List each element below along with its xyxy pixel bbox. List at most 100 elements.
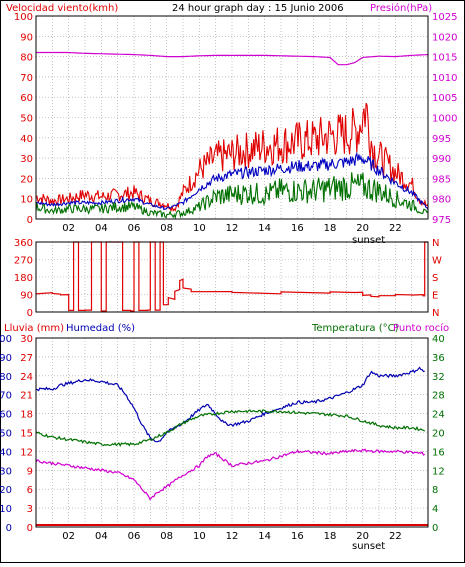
x-tick-label: 18 [324, 223, 337, 234]
y-tick-label-right: 40 [432, 334, 445, 345]
x-tick-label: 08 [160, 223, 173, 234]
y-tick-label-left: 60 [20, 93, 33, 104]
y-tick-label-left: 20 [20, 174, 33, 185]
y-tick-label-right: 1005 [432, 93, 457, 104]
sunset-label-bottom: sunset [352, 541, 385, 552]
y-tick-label-left: 24 [20, 372, 33, 383]
y-tick-label-left: 0 [27, 308, 33, 319]
x-tick-label: 08 [160, 531, 173, 542]
y-tick-label-left: 270 [14, 256, 33, 267]
pressure-line [36, 51, 428, 66]
x-tick-label: 16 [291, 223, 304, 234]
y-tick-label-right: 995 [432, 134, 451, 145]
x-tick-label: 02 [62, 531, 75, 542]
temperature-title: Temperatura (°C) [311, 323, 399, 334]
y-tick-label-left2: 50 [0, 429, 12, 440]
y-tick-label-left: 0 [27, 523, 33, 534]
sunset-label-top: sunset [352, 235, 385, 246]
pressure-title: Presión(hPa) [370, 2, 432, 14]
y-tick-label-left2: 70 [0, 391, 12, 402]
y-tick-label-left: 0 [27, 215, 33, 226]
y-tick-label-right: 985 [432, 174, 451, 185]
x-tick-label: 22 [389, 223, 402, 234]
y-tick-label-left2: 0 [6, 523, 12, 534]
y-tick-label-right: 1015 [432, 53, 457, 64]
y-tick-label-right: 990 [432, 154, 451, 165]
y-tick-label-right: 12 [432, 466, 445, 477]
y-tick-label-left2: 30 [0, 466, 12, 477]
y-tick-label-right: 1000 [432, 114, 457, 125]
y-tick-label-left: 12 [20, 447, 33, 458]
y-tick-label-left: 50 [20, 114, 33, 125]
x-tick-label: 12 [226, 531, 239, 542]
y-tick-label-left: 90 [20, 291, 33, 302]
y-tick-label-right: 32 [432, 372, 445, 383]
y-tick-label-left2: 60 [0, 410, 12, 421]
x-tick-label: 16 [291, 531, 304, 542]
y-tick-label-left2: 10 [0, 504, 12, 515]
panel-direction-frame [35, 241, 429, 313]
y-tick-label-right: 20 [432, 429, 445, 440]
y-tick-label-left2: 40 [0, 447, 12, 458]
y-tick-label-left: 90 [20, 32, 33, 43]
humidity-line [35, 366, 425, 443]
y-tick-label-left: 180 [14, 273, 33, 284]
y-tick-label-left: 30 [20, 154, 33, 165]
y-tick-label-right: 1020 [432, 32, 457, 43]
y-tick-label-left: 100 [14, 12, 33, 23]
y-tick-label-left2: 90 [0, 353, 12, 364]
rain-title: Lluvia (mm) [4, 323, 64, 334]
y-tick-label-left: 80 [20, 53, 33, 64]
y-tick-label-left: 360 [14, 238, 33, 249]
y-tick-label-left: 40 [20, 134, 33, 145]
dewpoint-line [35, 448, 425, 501]
y-tick-label-right: E [432, 291, 438, 302]
y-tick-label-right: 980 [432, 195, 451, 206]
x-tick-label: 22 [389, 531, 402, 542]
x-tick-label: 02 [62, 223, 75, 234]
y-tick-label-left: 18 [20, 410, 33, 421]
y-tick-label-left2: 80 [0, 372, 12, 383]
y-tick-label-right: 16 [432, 447, 445, 458]
wind-min-line [35, 172, 429, 220]
y-tick-label-right: N [432, 238, 439, 249]
y-tick-label-left: 6 [27, 485, 33, 496]
temperature-line [35, 409, 426, 448]
y-tick-label-right: N [432, 308, 439, 319]
y-tick-label-left: 15 [20, 429, 33, 440]
y-tick-label-right: 36 [432, 353, 445, 364]
y-tick-label-left: 10 [20, 195, 33, 206]
x-tick-label: 06 [128, 223, 141, 234]
wind-speed-title: Velocidad viento(kmh) [6, 3, 118, 14]
y-tick-label-right: 1010 [432, 73, 457, 84]
y-tick-label-left2: 20 [0, 485, 12, 496]
panel-humidity-frame [35, 337, 429, 528]
y-tick-label-right: S [432, 273, 438, 284]
x-tick-label: 06 [128, 531, 141, 542]
x-tick-label: 04 [95, 531, 108, 542]
x-tick-label: 20 [356, 531, 369, 542]
y-tick-label-left: 70 [20, 73, 33, 84]
y-tick-label-left2: 100 [0, 334, 12, 345]
wind-speed-line [35, 102, 429, 212]
y-tick-label-right: 4 [432, 504, 438, 515]
y-tick-label-right: 1025 [432, 12, 457, 23]
x-tick-label: 20 [356, 223, 369, 234]
chart-title: 24 hour graph day : 15 Junio 2006 [172, 3, 344, 14]
wind-direction-line [35, 241, 428, 312]
y-tick-label-left: 9 [27, 466, 33, 477]
y-tick-label-right: 8 [432, 485, 438, 496]
y-tick-label-left: 3 [27, 504, 33, 515]
wind-avg-line [35, 151, 429, 211]
y-tick-label-right: 24 [432, 410, 445, 421]
x-tick-label: 18 [324, 531, 337, 542]
x-tick-label: 14 [258, 223, 271, 234]
x-tick-label: 10 [193, 531, 206, 542]
y-tick-label-right: W [432, 256, 442, 267]
y-tick-label-left: 21 [20, 391, 33, 402]
